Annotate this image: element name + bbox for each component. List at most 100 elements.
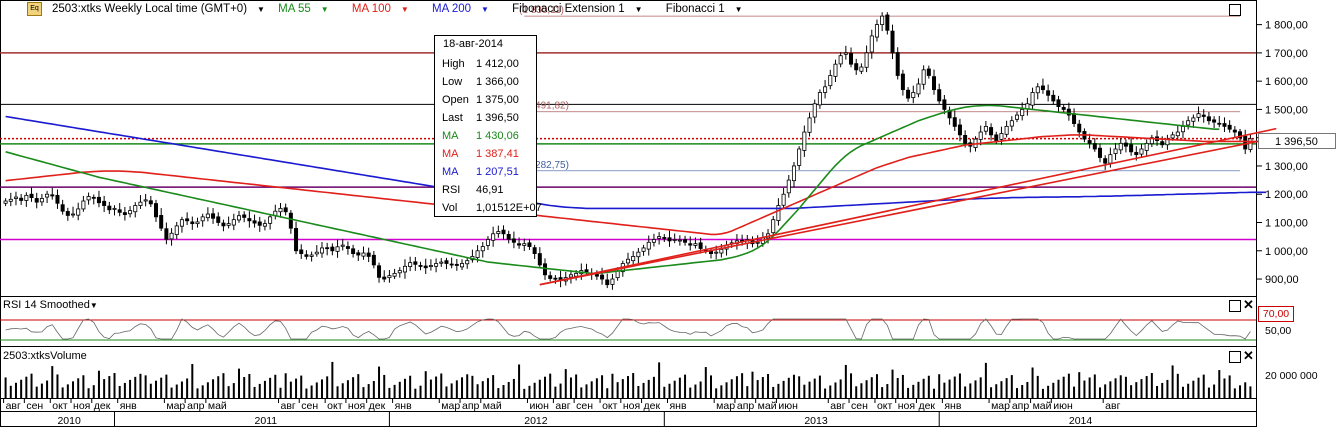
candle-body [24, 194, 29, 201]
rsi-close-icon[interactable]: ✕ [1243, 297, 1254, 312]
candle-body [1035, 86, 1040, 94]
candle-body [133, 205, 138, 213]
price-axis-label: 1 200,00 [1265, 189, 1308, 201]
hover-row: MA 1 387,41 [442, 145, 519, 163]
candle-body [1201, 114, 1206, 117]
month-label: мар [716, 400, 735, 412]
volume-axis-label: 20 000 000 [1265, 370, 1318, 382]
candle-body [651, 239, 656, 243]
candle-body [636, 251, 641, 258]
caret-down-icon[interactable]: ▼ [400, 5, 409, 14]
candle-body [817, 92, 822, 106]
candle-body [1139, 148, 1144, 155]
candle-body [434, 263, 439, 267]
candle-body [1212, 119, 1217, 123]
year-label: 2010 [57, 415, 81, 427]
candle-body [34, 198, 39, 203]
legend-ma100[interactable]: MA 100 [351, 3, 391, 15]
ma55-line [5, 104, 1220, 275]
legend-ma55[interactable]: MA 55 [278, 3, 311, 15]
candle-body [278, 207, 283, 213]
month-label: дек [918, 400, 935, 412]
candle-body [252, 220, 257, 224]
candle-body [662, 237, 667, 239]
candle-body [143, 199, 148, 202]
caret-down-icon[interactable]: ▼ [257, 5, 265, 14]
month-label: ноя [73, 400, 90, 412]
volume-maximize-icon[interactable] [1229, 351, 1241, 363]
hover-row-label: Open [442, 94, 469, 106]
caret-down-icon[interactable]: ▼ [89, 301, 98, 310]
rsi-title-text: RSI 14 Smoothed [3, 299, 90, 311]
candle-body [304, 254, 309, 257]
hover-row: MA 1 207,51 [442, 163, 519, 181]
candle-body [475, 250, 480, 258]
candle-body [574, 272, 579, 277]
month-label: сен [26, 400, 43, 412]
candle-body [179, 219, 184, 227]
candle-body [605, 279, 610, 286]
legend-ma200[interactable]: MA 200 [432, 3, 472, 15]
maximize-pane-icon[interactable] [1229, 4, 1241, 16]
candle-body [402, 265, 407, 273]
candle-body [952, 117, 957, 127]
hover-row-value: 1 396,50 [476, 112, 519, 124]
candle-body [553, 277, 558, 280]
hover-row-label: RSI [442, 184, 461, 196]
candle-body [496, 231, 501, 234]
candle-body [646, 241, 651, 250]
caret-down-icon[interactable]: ▼ [481, 5, 489, 14]
legend-fib-ext[interactable]: Fibonacci Extension 1 [512, 3, 625, 15]
candle-body [548, 275, 553, 279]
candle-body [330, 246, 335, 252]
candle-body [460, 263, 465, 268]
candle-body [771, 219, 776, 234]
month-label: апр [737, 400, 755, 412]
caret-down-icon[interactable]: ▼ [634, 5, 643, 14]
candle-body [543, 263, 548, 276]
candle-body [356, 252, 361, 256]
month-label: июн [1053, 400, 1073, 412]
candle-body [423, 265, 428, 269]
candle-body [39, 198, 44, 203]
last-price-badge: 1 396,50 [1258, 133, 1336, 149]
candle-body [885, 14, 890, 31]
hover-row-label: MA [442, 148, 459, 160]
legend-symbol[interactable]: 2503:xtks Weekly Local time (GMT+0) [52, 3, 248, 15]
hover-row: Low 1 366,00 [442, 73, 519, 91]
candle-body [786, 179, 791, 194]
candle-body [672, 239, 677, 241]
candle-body [911, 92, 916, 98]
volume-pane-title[interactable]: 2503:xtksVolume [3, 350, 87, 362]
candle-body [1040, 85, 1045, 91]
candle-body [1108, 154, 1113, 164]
price-axis-label: 1 000,00 [1265, 246, 1308, 258]
candle-body [185, 218, 190, 222]
candle-body [65, 211, 70, 216]
month-label: мар [441, 400, 460, 412]
volume-close-icon[interactable]: ✕ [1243, 348, 1254, 363]
candle-body [626, 258, 631, 264]
month-label: окт [877, 400, 893, 412]
candle-body [916, 83, 921, 95]
rsi-pane-title[interactable]: RSI 14 Smoothed▼ [3, 299, 98, 311]
caret-down-icon[interactable]: ▼ [734, 5, 743, 14]
candle-body [854, 63, 859, 71]
candle-body [351, 248, 356, 254]
candle-body [299, 249, 304, 254]
candle-body [807, 117, 812, 133]
rsi-maximize-icon[interactable] [1229, 300, 1241, 312]
hover-row-label: Vol [442, 202, 458, 214]
candle-body [397, 270, 402, 274]
legend-fib[interactable]: Fibonacci 1 [665, 3, 725, 15]
month-label: ноя [898, 400, 915, 412]
price-axis-label: 1 700,00 [1265, 48, 1308, 60]
month-label: авг [830, 400, 845, 412]
caret-down-icon[interactable]: ▼ [320, 5, 329, 14]
candle-body [1206, 116, 1211, 122]
candle-body [216, 216, 221, 223]
hover-row: Last 1 396,50 [442, 109, 519, 127]
month-label: ноя [348, 400, 365, 412]
candle-body [890, 30, 895, 54]
